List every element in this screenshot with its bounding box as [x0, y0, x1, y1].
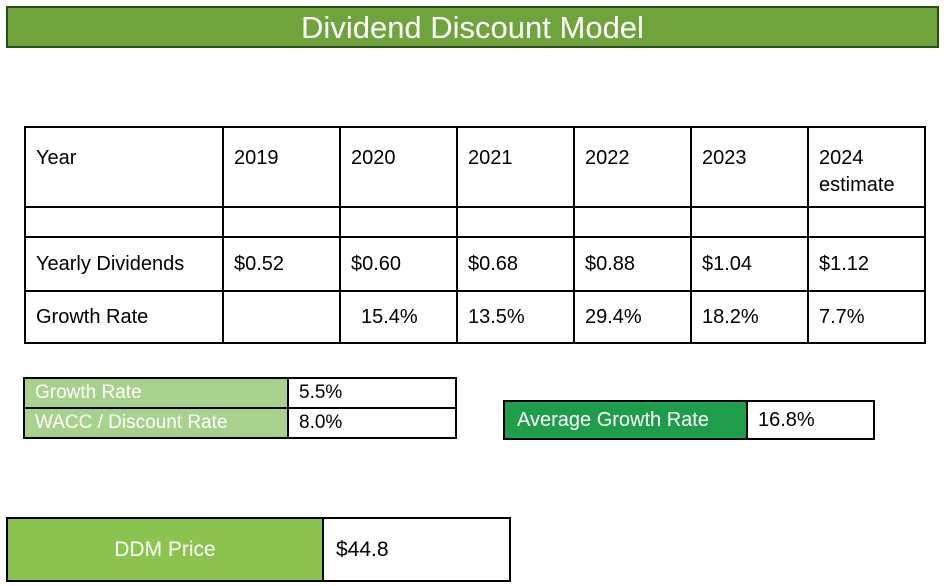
wacc-input-row: WACC / Discount Rate 8.0% — [23, 407, 457, 439]
average-growth-value[interactable]: 16.8% — [746, 400, 875, 440]
growth-cell[interactable]: 7.7% — [807, 290, 926, 344]
average-growth-row: Average Growth Rate 16.8% — [503, 400, 875, 440]
growth-cell[interactable]: 18.2% — [690, 290, 809, 344]
year-cell[interactable]: 2024 estimate — [807, 126, 926, 208]
growth-rate-input-row: Growth Rate 5.5% — [23, 377, 457, 409]
empty-cell[interactable] — [222, 206, 341, 238]
dividends-row: Yearly Dividends $0.52 $0.60 $0.68 $0.88… — [24, 236, 926, 292]
growth-rate-input-value[interactable]: 5.5% — [287, 377, 457, 409]
growth-rate-input-label[interactable]: Growth Rate — [23, 377, 289, 409]
dividend-cell[interactable]: $0.52 — [222, 236, 341, 292]
empty-cell[interactable] — [690, 206, 809, 238]
empty-cell[interactable] — [456, 206, 575, 238]
empty-cell[interactable] — [24, 206, 224, 238]
growth-row: Growth Rate 15.4% 13.5% 29.4% 18.2% 7.7% — [24, 290, 926, 344]
wacc-input-label[interactable]: WACC / Discount Rate — [23, 407, 289, 439]
year-cell[interactable]: 2020 — [339, 126, 458, 208]
wacc-input-value[interactable]: 8.0% — [287, 407, 457, 439]
ddm-price-label[interactable]: DDM Price — [6, 517, 324, 582]
dividends-label-cell[interactable]: Yearly Dividends — [24, 236, 224, 292]
dividend-cell[interactable]: $1.12 — [807, 236, 926, 292]
dividend-table: Year 2019 2020 2021 2022 2023 2024 estim… — [24, 126, 926, 344]
growth-cell[interactable] — [222, 290, 341, 344]
empty-cell[interactable] — [807, 206, 926, 238]
dividend-cell[interactable]: $0.60 — [339, 236, 458, 292]
year-label-cell[interactable]: Year — [24, 126, 224, 208]
year-cell[interactable]: 2019 — [222, 126, 341, 208]
growth-label-cell[interactable]: Growth Rate — [24, 290, 224, 344]
ddm-price-value[interactable]: $44.8 — [322, 517, 511, 582]
ddm-price-table: DDM Price $44.8 — [6, 517, 511, 582]
empty-cell[interactable] — [339, 206, 458, 238]
growth-cell[interactable]: 15.4% — [339, 290, 458, 344]
average-growth-label[interactable]: Average Growth Rate — [503, 400, 748, 440]
year-cell[interactable]: 2022 — [573, 126, 692, 208]
ddm-price-row: DDM Price $44.8 — [6, 517, 511, 582]
year-cell[interactable]: 2023 — [690, 126, 809, 208]
year-cell[interactable]: 2021 — [456, 126, 575, 208]
empty-cell[interactable] — [573, 206, 692, 238]
average-growth-table: Average Growth Rate 16.8% — [503, 400, 875, 440]
growth-cell[interactable]: 29.4% — [573, 290, 692, 344]
blank-row — [24, 206, 926, 238]
year-row: Year 2019 2020 2021 2022 2023 2024 estim… — [24, 126, 926, 208]
page-title: Dividend Discount Model — [6, 6, 939, 48]
dividend-cell[interactable]: $0.68 — [456, 236, 575, 292]
growth-cell[interactable]: 13.5% — [456, 290, 575, 344]
assumptions-table: Growth Rate 5.5% WACC / Discount Rate 8.… — [23, 377, 457, 439]
dividend-cell[interactable]: $1.04 — [690, 236, 809, 292]
dividend-cell[interactable]: $0.88 — [573, 236, 692, 292]
